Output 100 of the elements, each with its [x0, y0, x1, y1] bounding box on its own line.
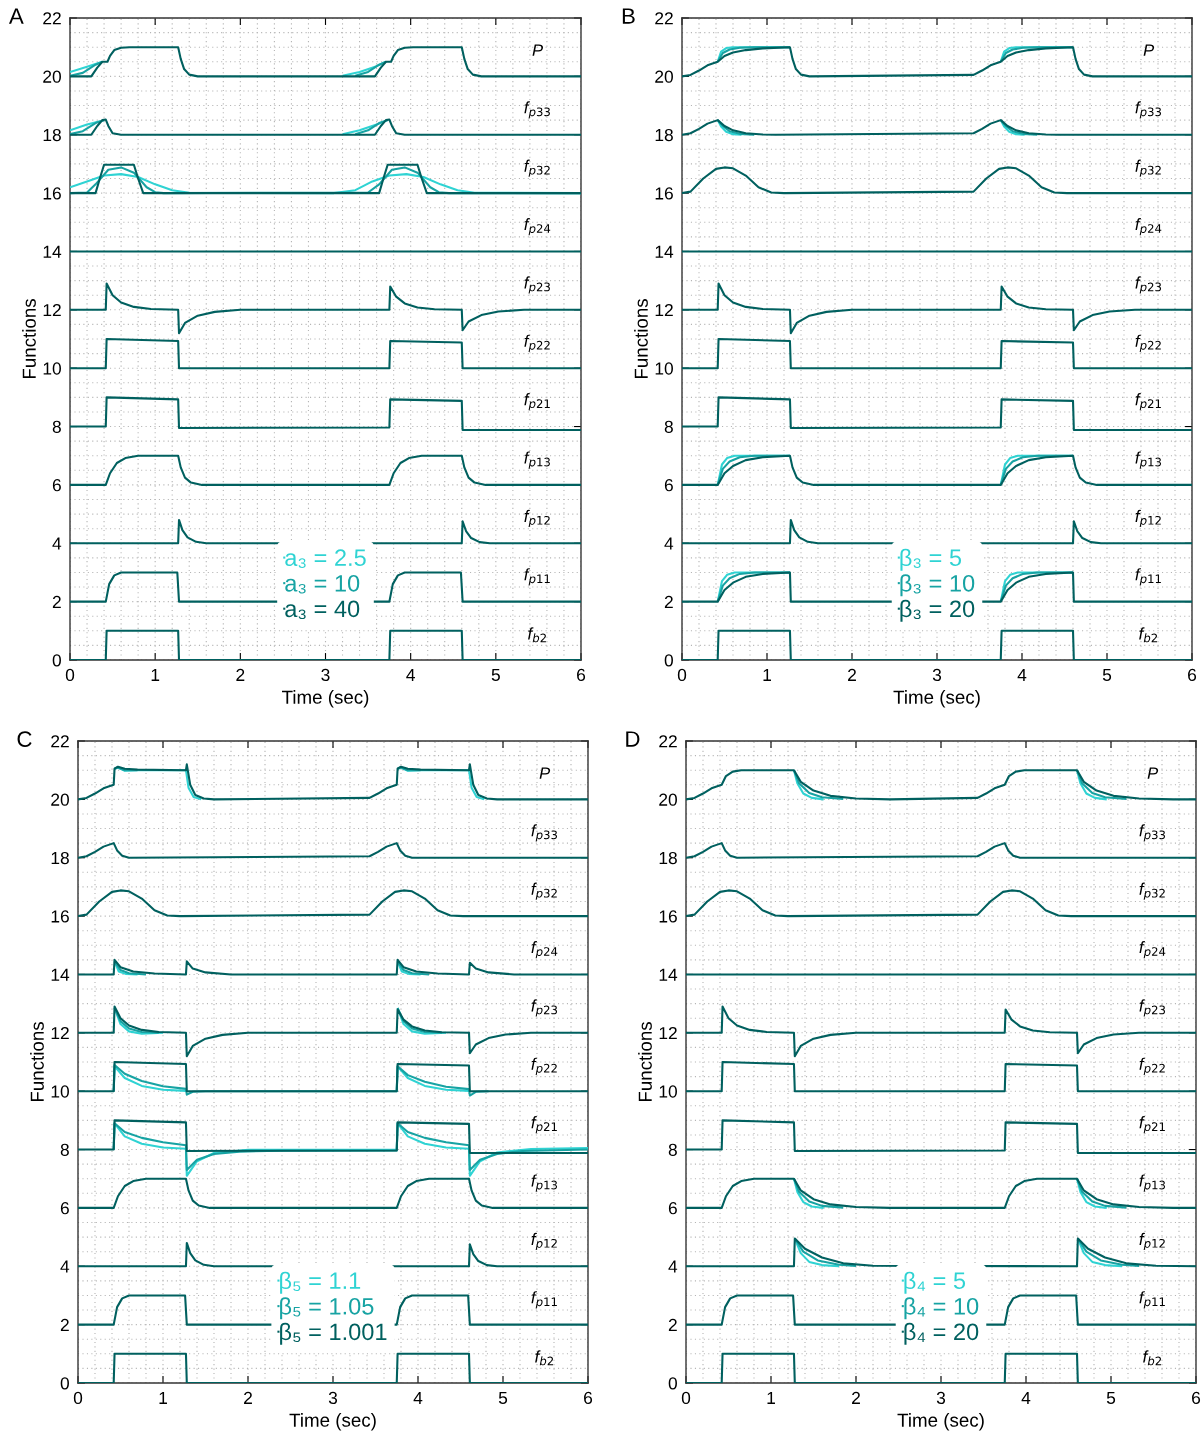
x-tick-label: 4	[413, 1391, 423, 1404]
x-tick-label: 2	[244, 1391, 252, 1404]
y-tick-label: 4	[668, 1260, 678, 1273]
x-tick-label: 6	[577, 668, 586, 682]
x-tick-label: 5	[1106, 1391, 1116, 1405]
y-tick-label: 8	[668, 1143, 677, 1157]
annotation: f$_{p12}$	[1135, 509, 1161, 528]
annotation: f$_{p23}$	[1135, 276, 1162, 294]
y-tick-label: 2	[52, 595, 61, 608]
annotation: f$_{p12}$	[531, 1232, 557, 1251]
x-tick-label: 1	[151, 668, 160, 681]
annotation: P	[539, 767, 551, 779]
y-tick-label: 10	[43, 362, 61, 375]
x-tick-label: 4	[1021, 1391, 1031, 1404]
y-tick-label: 8	[664, 420, 673, 434]
annotation: f$_{p13}$	[1135, 451, 1162, 469]
y-tick-label: 12	[655, 303, 673, 317]
y-tick-label: 20	[43, 70, 61, 83]
x-axis-title: Time (sec)	[282, 690, 369, 708]
annotation: f$_{p32}$	[524, 159, 550, 177]
annotation: f$_{p23}$	[1139, 999, 1166, 1017]
y-tick-label: 22	[655, 12, 673, 25]
y-tick-label: 18	[51, 851, 69, 865]
annotation: f$_{p21}$	[1139, 1116, 1165, 1134]
x-tick-label: 6	[1188, 668, 1197, 682]
annotation: f$_{p24}$	[1135, 217, 1162, 236]
legend-label: β₄ = 20	[904, 1322, 979, 1345]
x-tick-label: 0	[677, 668, 687, 682]
chart-title: C	[17, 731, 32, 747]
x-tick-label: 3	[321, 668, 330, 682]
y-tick-label: 6	[664, 479, 673, 492]
annotation: f$_{p32}$	[1135, 159, 1161, 177]
annotation: f$_{p24}$	[1139, 940, 1166, 959]
legend-label: β₃ = 5	[900, 548, 962, 571]
y-tick-label: 16	[659, 910, 677, 923]
legend-label: a₃ = 2.5	[285, 549, 366, 568]
x-tick-label: 0	[681, 1391, 691, 1405]
annotation: f$_{p12}$	[1139, 1232, 1165, 1251]
annotation: P	[532, 44, 544, 56]
y-tick-label: 14	[655, 245, 674, 258]
y-tick-label: 22	[51, 735, 69, 748]
x-tick-label: 3	[328, 1391, 338, 1405]
y-tick-label: 8	[52, 420, 61, 434]
y-tick-label: 2	[60, 1318, 69, 1331]
x-tick-label: 5	[491, 668, 500, 682]
y-tick-label: 8	[60, 1143, 69, 1157]
annotation: f$_{p22}$	[1139, 1057, 1165, 1075]
annotation: f$_{p32}$	[531, 882, 557, 900]
y-tick-label: 18	[43, 128, 61, 142]
y-tick-label: 16	[655, 187, 673, 200]
x-tick-label: 2	[852, 1391, 860, 1404]
annotation: f$_{p22}$	[1135, 334, 1161, 352]
annotation: f$_{p11}$	[531, 1291, 557, 1309]
y-tick-label: 22	[43, 12, 61, 25]
y-tick-label: 18	[659, 851, 677, 865]
annotation: f$_{p11}$	[1139, 1291, 1165, 1309]
x-tick-label: 2	[848, 668, 856, 681]
annotation: f$_{p33}$	[1139, 824, 1166, 842]
y-tick-label: 12	[43, 303, 61, 317]
x-tick-label: 1	[767, 1391, 775, 1404]
annotation: f$_{b2}$	[528, 627, 546, 643]
annotation: f$_{p13}$	[524, 451, 550, 469]
x-tick-label: 3	[936, 1391, 946, 1405]
legend-label: β₅ = 1.001	[280, 1322, 387, 1345]
y-tick-label: 2	[668, 1318, 677, 1331]
y-tick-label: 14	[51, 968, 70, 981]
x-tick-label: 6	[1192, 1391, 1201, 1405]
x-tick-label: 1	[159, 1391, 167, 1404]
y-tick-label: 16	[51, 910, 69, 923]
annotation: f$_{p24}$	[524, 217, 551, 236]
x-tick-label: 4	[1017, 668, 1027, 681]
legend-label: β₅ = 1.1	[280, 1271, 361, 1294]
y-tick-label: 6	[60, 1202, 69, 1215]
annotation: f$_{p21}$	[531, 1116, 557, 1134]
legend-label: a₃ = 40	[285, 600, 360, 620]
x-tick-label: 1	[763, 668, 771, 681]
x-axis-title: Time (sec)	[289, 1413, 376, 1431]
legend-label: β₃ = 20	[900, 599, 975, 622]
y-tick-label: 0	[52, 654, 61, 667]
y-tick-label: 4	[60, 1260, 70, 1273]
annotation: f$_{p33}$	[1135, 101, 1162, 119]
x-tick-label: 0	[73, 1391, 83, 1405]
annotation: P	[1143, 44, 1155, 56]
annotation: f$_{p23}$	[524, 276, 550, 294]
annotation: f$_{b2}$	[1143, 1350, 1162, 1366]
y-tick-label: 0	[60, 1377, 69, 1390]
annotation: f$_{p21}$	[524, 393, 550, 411]
x-tick-label: 5	[498, 1391, 508, 1405]
y-tick-label: 20	[51, 793, 69, 806]
annotation: f$_{p13}$	[531, 1174, 558, 1192]
y-tick-label: 10	[659, 1085, 677, 1098]
annotation: f$_{p13}$	[1139, 1174, 1166, 1192]
y-axis-title: Functions	[634, 299, 648, 379]
y-tick-label: 0	[668, 1377, 677, 1390]
y-tick-label: 10	[655, 362, 673, 375]
legend-label: a₃ = 10	[285, 574, 360, 594]
legend-label: β₅ = 1.05	[280, 1297, 374, 1320]
y-tick-label: 18	[655, 128, 673, 142]
x-tick-label: 5	[1102, 668, 1112, 682]
y-tick-label: 14	[659, 968, 678, 981]
